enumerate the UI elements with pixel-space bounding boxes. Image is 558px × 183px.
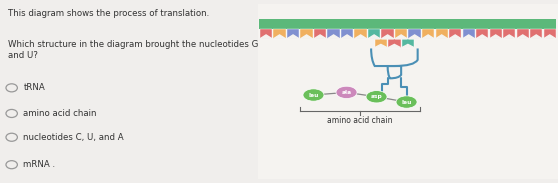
Bar	[259, 19, 556, 29]
Polygon shape	[408, 35, 421, 39]
Bar	[517, 29, 529, 39]
Polygon shape	[328, 35, 340, 39]
Bar	[368, 29, 381, 39]
Polygon shape	[395, 35, 407, 39]
Bar	[422, 29, 434, 39]
Bar	[463, 29, 475, 39]
Text: amino acid chain: amino acid chain	[327, 116, 393, 125]
Bar	[543, 29, 556, 39]
Polygon shape	[530, 35, 542, 39]
Polygon shape	[489, 35, 502, 39]
Circle shape	[366, 91, 387, 103]
Polygon shape	[287, 35, 299, 39]
Polygon shape	[402, 44, 414, 48]
Text: amino acid chain: amino acid chain	[23, 109, 97, 118]
Polygon shape	[341, 35, 353, 39]
Text: This diagram shows the process of translation.: This diagram shows the process of transl…	[8, 9, 209, 18]
Polygon shape	[422, 35, 434, 39]
Bar	[382, 29, 394, 39]
Polygon shape	[449, 35, 461, 39]
Polygon shape	[273, 35, 286, 39]
Bar	[300, 29, 312, 39]
Bar	[314, 29, 326, 39]
Text: leu: leu	[401, 100, 412, 104]
Text: tRNA: tRNA	[23, 83, 45, 92]
Bar	[395, 29, 407, 39]
Polygon shape	[314, 35, 326, 39]
Circle shape	[336, 86, 357, 98]
Bar	[476, 29, 488, 39]
Polygon shape	[300, 35, 312, 39]
Bar	[375, 39, 387, 48]
Text: mRNA .: mRNA .	[23, 160, 55, 169]
Polygon shape	[517, 35, 529, 39]
Text: ala: ala	[341, 90, 352, 95]
Bar	[388, 39, 401, 48]
FancyBboxPatch shape	[253, 1, 558, 182]
Bar	[435, 29, 448, 39]
Polygon shape	[543, 35, 556, 39]
Text: asp: asp	[371, 94, 382, 99]
Text: Which structure in the diagram brought the nucleotides G, A,
and U?: Which structure in the diagram brought t…	[8, 40, 272, 60]
Bar	[489, 29, 502, 39]
Polygon shape	[382, 35, 394, 39]
Bar	[408, 29, 421, 39]
Polygon shape	[368, 35, 381, 39]
Polygon shape	[463, 35, 475, 39]
Polygon shape	[260, 35, 272, 39]
Circle shape	[396, 96, 417, 108]
Polygon shape	[476, 35, 488, 39]
Polygon shape	[503, 35, 516, 39]
Bar	[449, 29, 461, 39]
Polygon shape	[388, 44, 401, 48]
Text: leu: leu	[309, 93, 319, 98]
Polygon shape	[435, 35, 448, 39]
Text: nucleotides C, U, and A: nucleotides C, U, and A	[23, 133, 124, 142]
Bar	[328, 29, 340, 39]
Bar	[402, 39, 414, 48]
Bar	[260, 29, 272, 39]
Polygon shape	[375, 44, 387, 48]
Bar	[354, 29, 367, 39]
Circle shape	[303, 89, 324, 101]
Bar	[503, 29, 516, 39]
Bar	[273, 29, 286, 39]
Bar	[341, 29, 353, 39]
Bar	[530, 29, 542, 39]
Polygon shape	[354, 35, 367, 39]
Bar	[287, 29, 299, 39]
